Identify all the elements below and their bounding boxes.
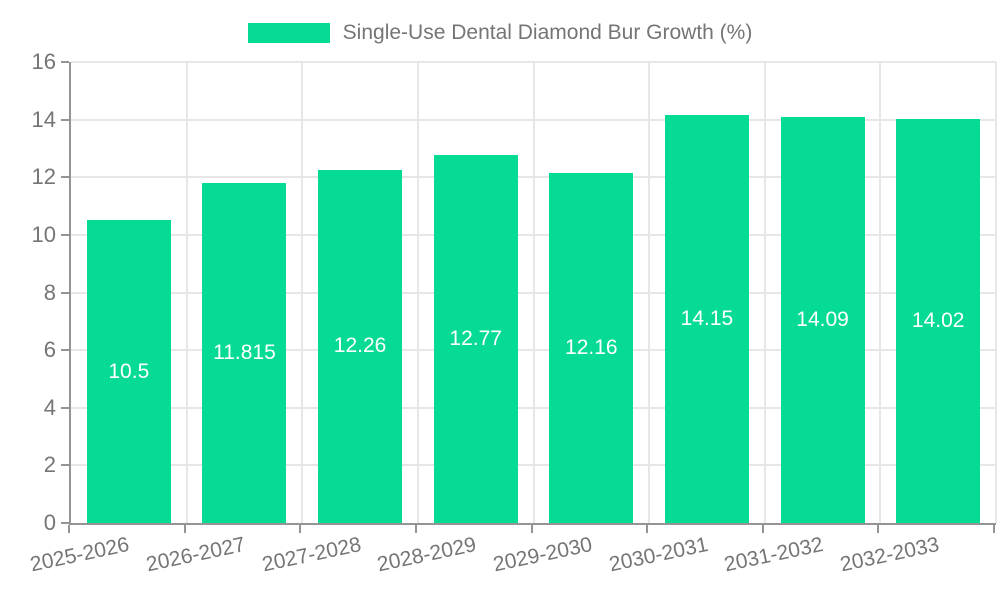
xtick-mark-2 (299, 525, 302, 533)
xtick-label-2032-2033: 2032-2033 (837, 533, 941, 577)
plot-area: 10.5 11.815 12.26 12.77 12.16 14.15 14.09 14.02 (69, 61, 997, 525)
bar-value-label-2028-2029: 12.77 (449, 327, 502, 351)
xtick-label-2030-2031: 2030-2031 (606, 533, 710, 577)
legend-swatch (247, 23, 330, 43)
gridline-x-7 (879, 62, 882, 523)
bar-value-label-2030-2031: 14.15 (680, 307, 734, 331)
chart-legend[interactable]: Single-Use Dental Diamond Bur Growth (%) (0, 21, 1000, 45)
ytick-label-14: 14 (31, 106, 56, 132)
legend-label: Single-Use Dental Diamond Bur Growth (%) (342, 21, 753, 44)
ytick-mark-12 (61, 176, 69, 179)
xtick-mark-0 (68, 525, 70, 533)
bar-value-label-2032-2033: 14.02 (911, 309, 965, 333)
xtick-label-2027-2028: 2027-2028 (259, 533, 363, 577)
ytick-label-6: 6 (43, 337, 56, 363)
bar-2029-2030[interactable] (549, 172, 634, 523)
bar-value-label-2025-2026: 10.5 (108, 359, 150, 383)
ytick-mark-16 (61, 61, 69, 63)
bar-2026-2027[interactable] (202, 182, 287, 523)
xtick-label-2029-2030: 2029-2030 (491, 533, 595, 577)
gridline-x-1 (185, 62, 188, 523)
gridline-x-6 (763, 62, 766, 523)
xtick-mark-3 (414, 525, 417, 533)
ytick-mark-8 (61, 291, 69, 294)
bar-value-label-2026-2027: 11.815 (213, 340, 276, 364)
bar-2030-2031[interactable] (664, 115, 749, 523)
bar-2028-2029[interactable] (433, 155, 518, 523)
xtick-label-2028-2029: 2028-2029 (375, 533, 479, 577)
bar-2027-2028[interactable] (318, 169, 403, 523)
xtick-mark-1 (183, 525, 186, 533)
ytick-label-4: 4 (43, 394, 56, 420)
gridline-x-3 (416, 62, 419, 523)
ytick-label-12: 12 (31, 164, 56, 190)
ytick-mark-14 (61, 118, 69, 121)
ytick-label-8: 8 (43, 279, 56, 305)
ytick-label-16: 16 (31, 49, 56, 74)
ytick-label-10: 10 (31, 221, 56, 247)
gridline-x-2 (301, 62, 304, 523)
ytick-label-2: 2 (43, 452, 56, 478)
bar-2031-2032[interactable] (780, 117, 865, 523)
xtick-mark-5 (646, 525, 649, 533)
bar-2025-2026[interactable] (86, 220, 171, 523)
bar-value-label-2031-2032: 14.09 (796, 308, 849, 332)
xtick-mark-8 (993, 525, 995, 533)
xtick-mark-6 (761, 525, 764, 533)
gridline-x-8 (995, 62, 997, 523)
bar-value-label-2027-2028: 12.26 (333, 334, 387, 358)
ytick-label-0: 0 (43, 510, 56, 535)
ytick-mark-4 (61, 406, 69, 409)
ytick-mark-10 (61, 233, 69, 236)
xtick-label-2026-2027: 2026-2027 (144, 533, 248, 577)
bar-value-label-2029-2030: 12.16 (565, 335, 618, 359)
xtick-label-2031-2032: 2031-2032 (722, 533, 826, 577)
xtick-mark-4 (530, 525, 533, 533)
bar-2032-2033[interactable] (896, 119, 981, 523)
xtick-mark-7 (877, 525, 880, 533)
ytick-mark-6 (61, 349, 69, 352)
ytick-mark-2 (61, 464, 69, 467)
xtick-label-2025-2026: 2025-2026 (28, 533, 132, 577)
gridline-x-4 (532, 62, 535, 523)
ytick-mark-0 (61, 522, 69, 524)
gridline-x-5 (648, 62, 651, 523)
